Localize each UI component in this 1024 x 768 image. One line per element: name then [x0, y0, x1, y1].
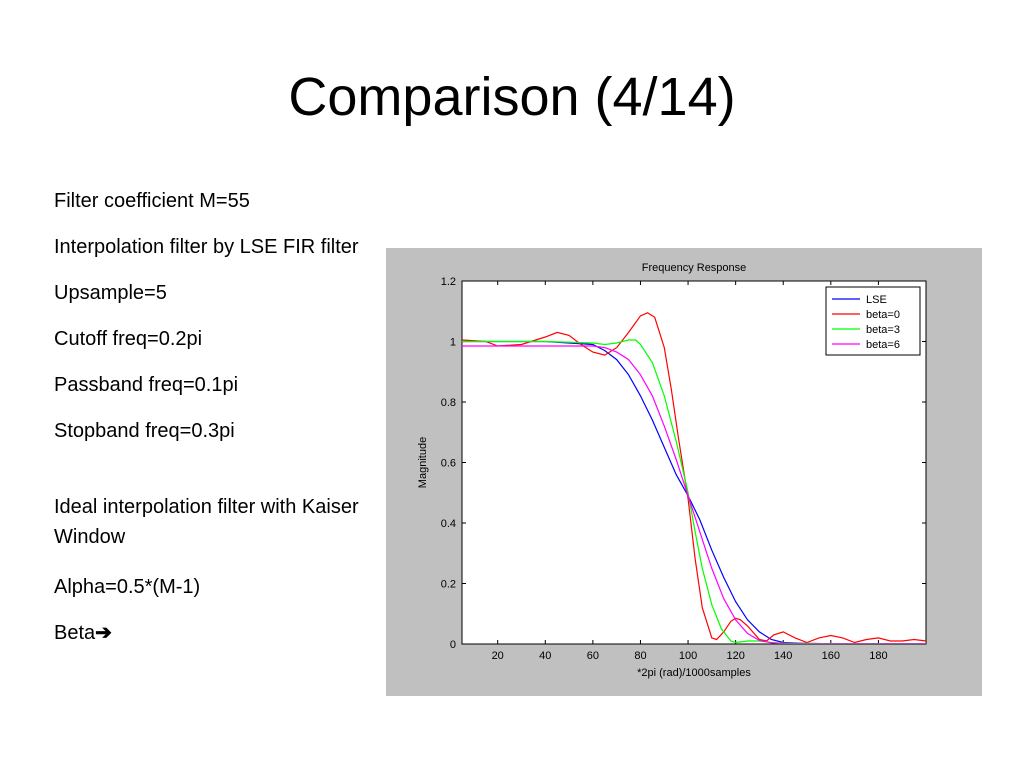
matlab-figure: Frequency Response 20 40 60 80 100 120 140 160 18…: [386, 248, 982, 696]
x-tick-label: 140: [774, 650, 792, 662]
x-tick-label: 60: [587, 650, 599, 662]
bullet-cutoff-freq: Cutoff freq=0.2pi: [54, 328, 203, 350]
y-tick-label: 1: [450, 337, 456, 349]
legend-label: beta=3: [866, 324, 900, 336]
y-tick-label: 0.8: [441, 397, 456, 409]
slide-text-list: Filter coefficient M=55 Interpolation fi…: [54, 186, 374, 664]
bullet-beta: Beta➔: [54, 618, 374, 648]
y-tick-label: 0.4: [441, 518, 456, 530]
x-axis-label: *2pi (rad)/1000samples: [637, 667, 751, 679]
y-tick-label: 0: [450, 639, 456, 651]
frequency-response-chart: Frequency Response 20 40 60 80 100 120 140 160 18…: [417, 262, 927, 679]
bullet-ideal-interpolation: Ideal interpolation filter with Kaiser W…: [54, 496, 359, 548]
x-tick-label: 20: [492, 650, 504, 662]
legend-label: beta=0: [866, 309, 900, 321]
legend-label: beta=6: [866, 339, 900, 351]
y-tick-label: 0.6: [441, 458, 456, 470]
x-tick-label: 40: [539, 650, 551, 662]
bullet-filter-coefficient: Filter coefficient M=55: [54, 190, 250, 212]
bullet-alpha: Alpha=0.5*(M-1): [54, 576, 201, 598]
series-line-beta-6: [462, 345, 926, 644]
bullet-interpolation-filter: Interpolation filter by LSE FIR filter: [54, 236, 359, 258]
x-tick-label: 100: [679, 650, 697, 662]
y-axis-label: Magnitude: [417, 437, 429, 488]
x-tick-label: 120: [726, 650, 744, 662]
bullet-upsample: Upsample=5: [54, 282, 167, 304]
x-tick-label: 80: [634, 650, 646, 662]
legend-label: LSE: [866, 294, 887, 306]
bullet-stopband-freq: Stopband freq=0.3pi: [54, 420, 235, 442]
slide-title: Comparison (4/14): [288, 67, 736, 127]
y-tick-label: 1.2: [441, 276, 456, 288]
x-tick-label: 160: [822, 650, 840, 662]
chart-title: Frequency Response: [642, 262, 747, 274]
x-tick-label: 180: [869, 650, 887, 662]
bullet-passband-freq: Passband freq=0.1pi: [54, 374, 239, 396]
y-tick-label: 0.2: [441, 579, 456, 591]
arrow-right-icon: ➔: [95, 622, 112, 644]
beta-label: Beta: [54, 622, 96, 644]
